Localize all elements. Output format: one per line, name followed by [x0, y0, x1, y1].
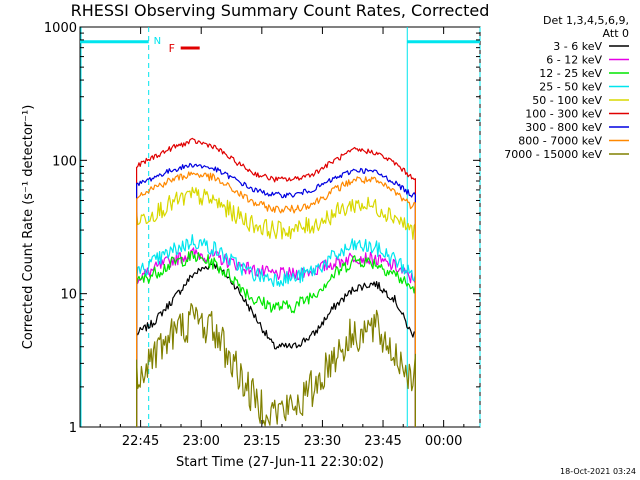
- legend-header-line-2: Att 0: [603, 27, 629, 40]
- y-tick-label-4: 1000: [44, 21, 77, 36]
- render-timestamp: 18-Oct-2021 03:24: [560, 467, 636, 476]
- legend-label-4: 25 - 50 keV: [539, 81, 602, 94]
- legend-label-2: 6 - 12 keV: [546, 54, 602, 67]
- series-line-4: [136, 234, 416, 427]
- legend-header-line-1: Det 1,3,4,5,6,9,: [543, 14, 629, 27]
- x-tick-label-2: 23:00: [182, 434, 219, 449]
- x-tick-label-6: 00:00: [425, 434, 462, 449]
- series-layer: [136, 137, 416, 427]
- series-line-7: [136, 162, 416, 427]
- series-line-1: [136, 263, 416, 427]
- axis-ticks: 22:45 23:00 23:15 23:30 23:45 00:00 1 10 100 1000: [44, 21, 480, 449]
- x-tick-label-5: 23:45: [364, 434, 401, 449]
- y-axis-label: Corrected Count Rate (s⁻¹ detector⁻¹): [21, 105, 36, 350]
- plot-frame: [79, 26, 481, 428]
- x-axis-label: Start Time (27-Jun-11 22:30:02): [176, 455, 384, 470]
- legend-label-8: 800 - 7000 keV: [518, 135, 602, 148]
- legend-label-1: 3 - 6 keV: [553, 40, 602, 53]
- x-tick-label-3: 23:15: [243, 434, 280, 449]
- legend-label-5: 50 - 100 keV: [532, 94, 602, 107]
- x-tick-label-1: 22:45: [122, 434, 159, 449]
- series-line-6: [136, 137, 416, 427]
- series-line-3: [136, 250, 416, 427]
- night-intervals: [80, 27, 481, 427]
- series-line-9: [136, 303, 416, 427]
- flag-label-n: N: [154, 36, 161, 47]
- flag-label-f: F: [169, 42, 175, 55]
- series-line-8: [136, 171, 416, 427]
- legend-label-3: 12 - 25 keV: [539, 67, 602, 80]
- y-tick-label-3: 100: [52, 154, 77, 169]
- y-tick-label-1: 1: [69, 421, 77, 436]
- legend-label-6: 100 - 300 keV: [525, 108, 602, 121]
- x-tick-label-4: 23:30: [304, 434, 341, 449]
- chart-title: RHESSI Observing Summary Count Rates, Co…: [71, 1, 490, 20]
- legend-label-7: 300 - 800 keV: [525, 121, 602, 134]
- flags: NF: [154, 36, 200, 55]
- legend-label-9: 7000 - 15000 keV: [504, 148, 602, 161]
- y-tick-label-2: 10: [60, 288, 77, 303]
- series-line-5: [136, 186, 416, 427]
